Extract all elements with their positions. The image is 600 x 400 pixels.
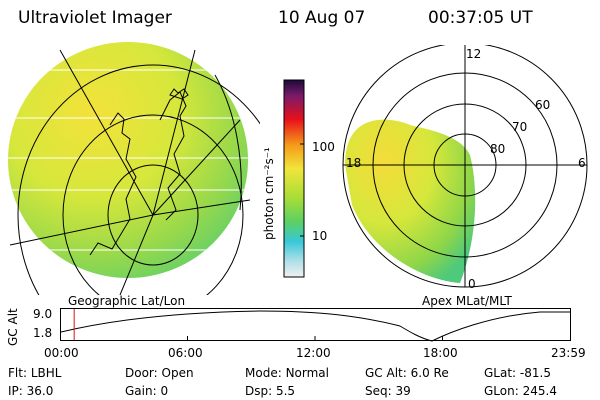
mlt-label-6: 6 <box>578 156 586 170</box>
instrument-title: Ultraviolet Imager <box>18 8 172 28</box>
status-flt: Flt: LBHL <box>8 366 62 380</box>
orbit-altitude-plot <box>60 308 571 342</box>
orbit-xtick-2359: 23:59 <box>551 346 586 360</box>
orbit-xtick-0000: 00:00 <box>44 346 79 360</box>
polar-plot <box>342 45 588 288</box>
colorbar-tick-100: 100 <box>312 140 335 154</box>
status-glon: GLon: 245.4 <box>484 384 557 398</box>
lat-label-80: 80 <box>490 142 506 156</box>
auroral-region <box>345 119 476 283</box>
date-label: 10 Aug 07 <box>278 8 366 28</box>
time-label: 00:37:05 UT <box>428 8 533 28</box>
orbit-altitude-curve <box>60 310 570 342</box>
geographic-image <box>8 42 260 295</box>
status-door: Door: Open <box>125 366 194 380</box>
coastline <box>89 112 137 256</box>
orbit-xtick-1800: 18:00 <box>423 346 458 360</box>
geo-caption: Geographic Lat/Lon <box>68 294 186 308</box>
mlt-label-0: 0 <box>468 277 476 291</box>
status-gain: Gain: 0 <box>125 384 169 398</box>
orbit-ytick-min: 1.8 <box>33 326 53 340</box>
coastline-east <box>159 91 187 221</box>
mlt-label-12: 12 <box>466 47 482 61</box>
status-glat: GLat: -81.5 <box>484 366 551 380</box>
status-dsp: Dsp: 5.5 <box>245 384 296 398</box>
mlt-label-18: 18 <box>346 156 362 170</box>
orbit-ylabel: GC Alt <box>6 308 20 346</box>
polar-caption: Apex MLat/MLT <box>422 294 512 308</box>
colorbar-tick-10: 10 <box>312 229 328 243</box>
orbit-xtick-1200: 12:00 <box>296 346 331 360</box>
status-mode: Mode: Normal <box>245 366 329 380</box>
status-gc-alt: GC Alt: 6.0 Re <box>365 366 449 380</box>
status-ip: IP: 36.0 <box>8 384 54 398</box>
lat-label-60: 60 <box>535 98 551 112</box>
color-scale-bar <box>283 79 305 278</box>
colorbar-unit-label: photon cm⁻²s⁻¹ <box>262 147 276 240</box>
orbit-xtick-0600: 06:00 <box>168 346 203 360</box>
lat-label-70: 70 <box>512 120 528 134</box>
status-seq: Seq: 39 <box>365 384 411 398</box>
orbit-ytick-max: 9.0 <box>33 307 53 321</box>
